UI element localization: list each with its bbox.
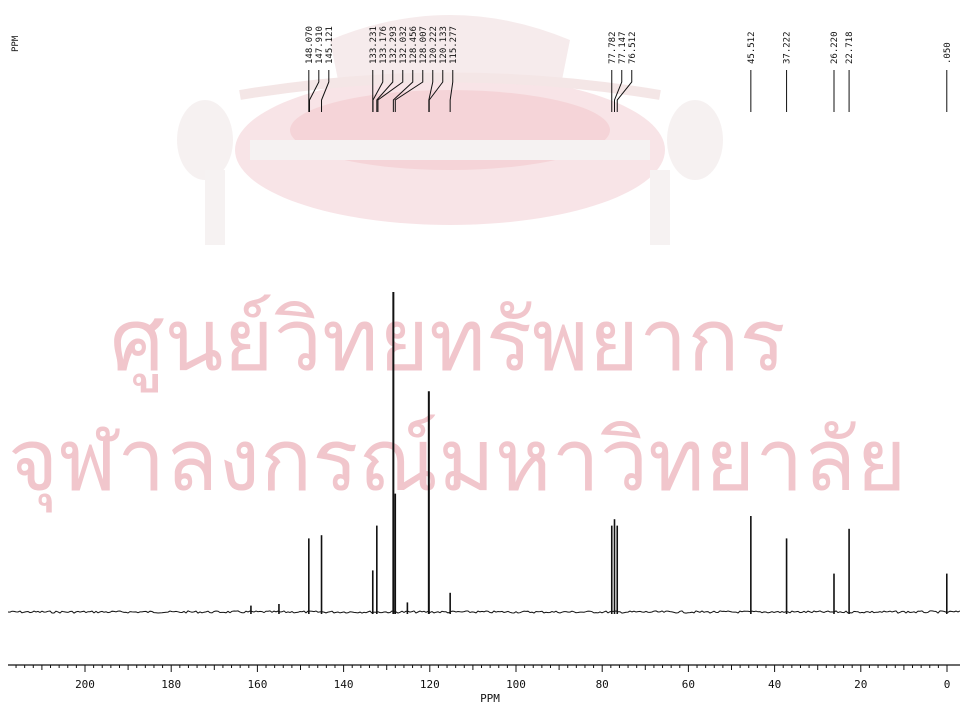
- university-watermark: ศูนย์วิทยทรัพยากร จุฬาลงกรณ์มหาวิทยาลัย: [8, 15, 907, 513]
- peak-label-connector: [309, 70, 320, 112]
- peak-label: 148.070: [305, 26, 315, 64]
- peak-label: 77.147: [618, 31, 628, 64]
- peak-label-connector: [616, 70, 633, 112]
- peak-label-connector: [449, 70, 454, 112]
- peak-label-connector: [392, 70, 414, 112]
- x-tick-label: 180: [161, 678, 181, 691]
- peak-markers: [250, 292, 948, 614]
- x-tick-label: 120: [420, 678, 440, 691]
- peak-label: 132.293: [389, 26, 399, 64]
- x-tick-label: 0: [944, 678, 951, 691]
- peak-label: 22.718: [845, 31, 855, 64]
- watermark-emblem: [177, 15, 723, 245]
- peak-label-connector: [372, 70, 384, 112]
- peak-label: 147.910: [315, 26, 325, 64]
- peak-label-connector: [321, 70, 330, 112]
- spectrum-plot: [7, 610, 960, 614]
- x-tick-label: 160: [247, 678, 267, 691]
- watermark-text-line2: จุฬาลงกรณ์มหาวิทยาลัย: [8, 411, 907, 513]
- peak-label: 26.220: [830, 31, 840, 64]
- x-tick-label: 40: [768, 678, 781, 691]
- peak-label: 45.512: [747, 31, 757, 64]
- peak-label: 128.007: [419, 26, 429, 64]
- peak-label: .050: [943, 42, 953, 64]
- peak-label: 37.222: [783, 31, 793, 64]
- peak-label: 133.176: [379, 26, 389, 64]
- peak-label-connector: [428, 70, 444, 112]
- peak-label-group: 148.070 147.910 145.121 133.231 133.176 132.2…: [305, 26, 953, 112]
- x-tick-label: 100: [506, 678, 526, 691]
- peak-label: 77.782: [608, 31, 618, 64]
- x-axis: 200 180 160 140 120 100 80 60 40 20 0: [8, 664, 960, 691]
- peak-label: 133.231: [369, 26, 379, 64]
- corner-ppm-label: PPM: [11, 35, 21, 52]
- peak-label: 145.121: [325, 26, 335, 64]
- peak-label-connector: [376, 70, 394, 112]
- peak-label: 120.222: [429, 26, 439, 64]
- peak-label: 128.456: [409, 26, 419, 64]
- x-tick-label: 80: [596, 678, 609, 691]
- peak-label-connector: [377, 70, 404, 112]
- peak-label: 115.277: [449, 26, 459, 64]
- x-tick-label: 20: [854, 678, 867, 691]
- peak-label-connector: [613, 70, 623, 112]
- peak-label-connector: [394, 70, 424, 112]
- x-axis-label: PPM: [480, 692, 500, 705]
- spectrum-baseline: [7, 610, 960, 614]
- x-tick-label: 60: [682, 678, 695, 691]
- peak-label: 120.133: [439, 26, 449, 64]
- peak-label: 76.512: [628, 31, 638, 64]
- x-tick-label: 200: [75, 678, 95, 691]
- peak-label: 132.032: [399, 26, 409, 64]
- x-tick-label: 140: [334, 678, 354, 691]
- watermark-text-line1: ศูนย์วิทยทรัพยากร: [110, 291, 786, 393]
